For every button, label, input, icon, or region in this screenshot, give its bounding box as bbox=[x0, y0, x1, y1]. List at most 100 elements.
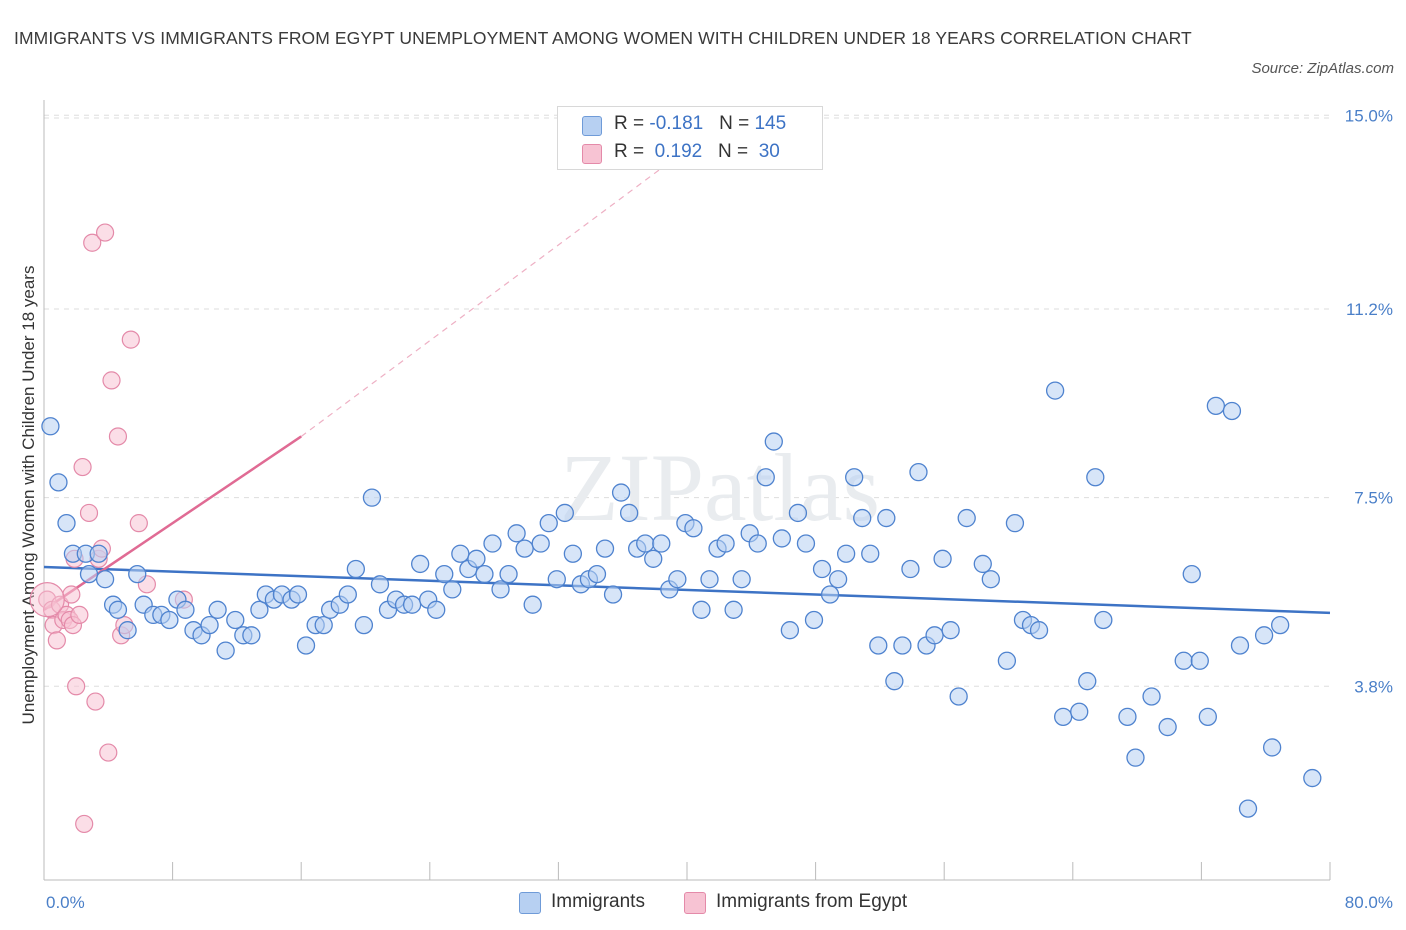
immigrants-point bbox=[1271, 615, 1290, 635]
egypt-trend-dashed bbox=[300, 160, 672, 437]
y-tick-label: 11.2% bbox=[1346, 300, 1393, 319]
immigrants-point bbox=[108, 600, 128, 619]
immigrants-points bbox=[41, 381, 1322, 818]
immigrants-point bbox=[885, 672, 904, 691]
immigrants-point bbox=[338, 585, 357, 604]
x-tick-label: 80.0% bbox=[1345, 893, 1393, 912]
immigrants-point bbox=[668, 570, 687, 589]
egypt-point bbox=[95, 223, 115, 242]
immigrants-point bbox=[1118, 707, 1137, 727]
y-tick-labels: 3.8% 7.5% 11.2% 15.0% bbox=[1345, 106, 1393, 696]
immigrants-point bbox=[796, 534, 816, 553]
immigrants-point bbox=[176, 600, 195, 619]
immigrants-point bbox=[499, 564, 518, 584]
immigrants-point bbox=[925, 626, 944, 645]
immigrants-point bbox=[118, 621, 137, 640]
immigrants-point bbox=[869, 636, 888, 655]
immigrants-point bbox=[1078, 672, 1097, 691]
immigrants-point bbox=[1198, 707, 1217, 727]
immigrants-point bbox=[909, 463, 928, 482]
egypt-point bbox=[108, 427, 128, 446]
y-tick-label: 3.8% bbox=[1354, 677, 1393, 696]
legend-row-immigrants: R = -0.181 N = 145 bbox=[582, 110, 786, 138]
immigrants-point bbox=[411, 554, 430, 574]
immigrants-point bbox=[619, 503, 639, 523]
r-value: 0.192 bbox=[649, 141, 703, 162]
immigrants-point bbox=[1230, 636, 1250, 655]
r-label: R = bbox=[614, 113, 650, 134]
immigrants-point bbox=[402, 595, 422, 614]
n-label: N = bbox=[719, 113, 755, 134]
correlation-legend: R = -0.181 N = 145 R = 0.192 N = 30 bbox=[557, 106, 823, 170]
immigrants-point bbox=[603, 585, 623, 604]
legend-label: Immigrants from Egypt bbox=[716, 891, 908, 912]
immigrants-point bbox=[732, 570, 751, 589]
immigrants-point bbox=[370, 575, 390, 594]
immigrants-point bbox=[973, 554, 992, 574]
immigrants-point bbox=[160, 610, 179, 630]
immigrants-point bbox=[788, 503, 808, 523]
immigrants-point bbox=[1182, 564, 1201, 584]
immigrants-point bbox=[611, 483, 631, 502]
immigrants-point bbox=[531, 534, 550, 553]
egypt-points bbox=[29, 223, 193, 834]
immigrants-point bbox=[288, 585, 308, 604]
immigrants-point bbox=[893, 636, 912, 655]
immigrants-point bbox=[780, 621, 800, 640]
immigrants-point bbox=[226, 610, 245, 630]
immigrants-point bbox=[716, 534, 735, 553]
watermark: ZIPatlas bbox=[560, 434, 880, 541]
immigrants-point bbox=[314, 615, 333, 635]
immigrants-point bbox=[242, 626, 261, 645]
immigrants-point bbox=[57, 513, 76, 533]
immigrants-point bbox=[1262, 738, 1282, 757]
egypt-point-large bbox=[29, 582, 65, 618]
immigrants-point bbox=[208, 600, 227, 619]
immigrants-point bbox=[515, 539, 534, 558]
axes bbox=[43, 100, 1331, 881]
immigrants-point bbox=[595, 539, 615, 558]
egypt-point bbox=[73, 457, 92, 477]
immigrants-point bbox=[804, 610, 824, 630]
pink-swatch-icon bbox=[582, 144, 602, 164]
egypt-point bbox=[86, 692, 105, 711]
immigrants-point bbox=[200, 615, 219, 635]
immigrants-point bbox=[1174, 651, 1193, 670]
legend-label: Immigrants bbox=[551, 891, 645, 912]
immigrants-point bbox=[563, 544, 583, 563]
immigrants-point bbox=[853, 508, 872, 528]
egypt-point bbox=[79, 503, 99, 523]
immigrants-point bbox=[997, 651, 1017, 670]
egypt-point bbox=[129, 514, 148, 533]
immigrants-point bbox=[981, 570, 1000, 589]
immigrants-point bbox=[861, 544, 880, 563]
immigrants-point bbox=[684, 519, 703, 538]
pink-swatch-icon bbox=[684, 892, 706, 914]
immigrants-point bbox=[1126, 748, 1145, 767]
immigrants-point bbox=[957, 508, 976, 528]
immigrants-point bbox=[1070, 702, 1089, 721]
immigrants-point bbox=[1142, 687, 1161, 706]
immigrants-point bbox=[427, 600, 446, 619]
immigrants-point bbox=[41, 417, 60, 436]
n-value: 30 bbox=[753, 141, 780, 162]
immigrants-point bbox=[49, 473, 68, 492]
immigrants-point bbox=[1005, 513, 1025, 533]
egypt-point bbox=[83, 233, 102, 252]
legend-row-egypt: R = 0.192 N = 30 bbox=[582, 138, 780, 166]
immigrants-point bbox=[539, 513, 558, 533]
immigrants-point bbox=[95, 570, 115, 589]
immigrants-point bbox=[949, 687, 968, 706]
immigrants-point bbox=[216, 641, 235, 660]
immigrants-point bbox=[1029, 621, 1049, 640]
immigrants-point bbox=[587, 564, 607, 584]
immigrants-point bbox=[1222, 401, 1242, 421]
immigrants-point bbox=[1045, 381, 1065, 400]
immigrants-point bbox=[79, 564, 99, 584]
egypt-point bbox=[62, 585, 81, 604]
immigrants-point bbox=[652, 534, 671, 553]
immigrants-point bbox=[901, 559, 920, 579]
immigrants-point bbox=[507, 524, 526, 543]
x-tick-label: 0.0% bbox=[46, 893, 85, 912]
